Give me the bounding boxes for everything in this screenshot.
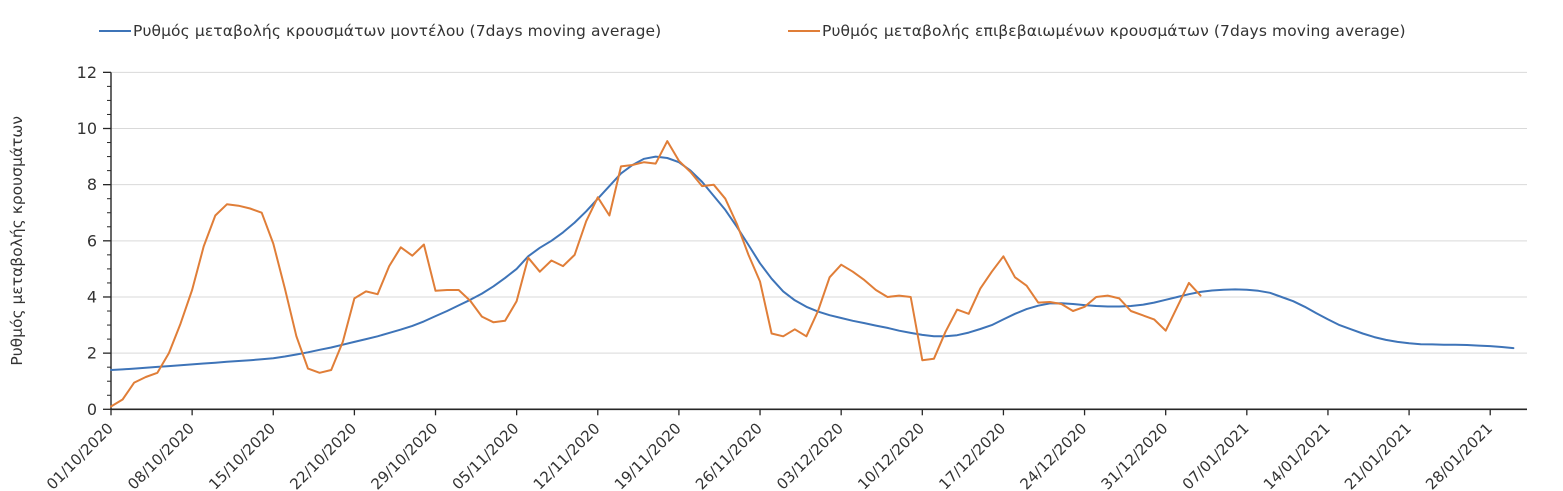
y-tick-label-2: 2 bbox=[87, 344, 97, 363]
x-tick-label-22/10/2020: 22/10/2020 bbox=[286, 419, 360, 491]
x-tick-label-08/10/2020: 08/10/2020 bbox=[124, 419, 198, 491]
x-tick-label-05/11/2020: 05/11/2020 bbox=[449, 419, 523, 491]
x-tick-label-07/01/2021: 07/01/2021 bbox=[1179, 419, 1253, 491]
y-tick-label-4: 4 bbox=[87, 287, 97, 306]
y-tick-label-8: 8 bbox=[87, 175, 97, 194]
x-tick-label-10/12/2020: 10/12/2020 bbox=[854, 419, 928, 491]
x-tick-label-24/12/2020: 24/12/2020 bbox=[1017, 419, 1091, 491]
y-axis-title: Ρυθμός μεταβολής κρουσμάτων bbox=[8, 116, 26, 366]
series-model-line bbox=[110, 155, 1515, 371]
x-tick-label-15/10/2020: 15/10/2020 bbox=[205, 419, 279, 491]
x-tick-label-01/10/2020: 01/10/2020 bbox=[43, 419, 117, 491]
x-tick-label-03/12/2020: 03/12/2020 bbox=[773, 419, 847, 491]
x-tick-label-21/01/2021: 21/01/2021 bbox=[1341, 419, 1415, 491]
x-tick-label-14/01/2021: 14/01/2021 bbox=[1260, 419, 1334, 491]
legend-line-model-swatch bbox=[99, 30, 131, 32]
x-tick-label-29/10/2020: 29/10/2020 bbox=[367, 419, 441, 491]
y-tick-label-10: 10 bbox=[77, 119, 97, 138]
series-confirmed-line bbox=[110, 140, 1202, 408]
legend-label-confirmed: Ρυθμός μεταβολής επιβεβαιωμένων κρουσμάτ… bbox=[822, 22, 1406, 40]
x-tick-label-12/11/2020: 12/11/2020 bbox=[530, 419, 604, 491]
x-tick-label-31/12/2020: 31/12/2020 bbox=[1098, 419, 1172, 491]
y-tick-label-6: 6 bbox=[87, 231, 97, 250]
legend-item-confirmed: Ρυθμός μεταβολής επιβεβαιωμένων κρουσμάτ… bbox=[788, 22, 1406, 40]
chart-legend: Ρυθμός μεταβολής κρουσμάτων μοντέλου (7d… bbox=[0, 22, 1563, 46]
x-tick-label-28/01/2021: 28/01/2021 bbox=[1422, 419, 1496, 491]
legend-item-model: Ρυθμός μεταβολής κρουσμάτων μοντέλου (7d… bbox=[99, 22, 661, 40]
y-tick-label-12: 12 bbox=[77, 63, 97, 82]
x-tick-label-19/11/2020: 19/11/2020 bbox=[611, 419, 685, 491]
x-tick-label-17/12/2020: 17/12/2020 bbox=[935, 419, 1009, 491]
legend-line-confirmed-swatch bbox=[788, 30, 820, 32]
legend-label-model: Ρυθμός μεταβολής κρουσμάτων μοντέλου (7d… bbox=[133, 22, 662, 40]
x-tick-label-26/11/2020: 26/11/2020 bbox=[692, 419, 766, 491]
y-tick-label-0: 0 bbox=[87, 400, 97, 419]
